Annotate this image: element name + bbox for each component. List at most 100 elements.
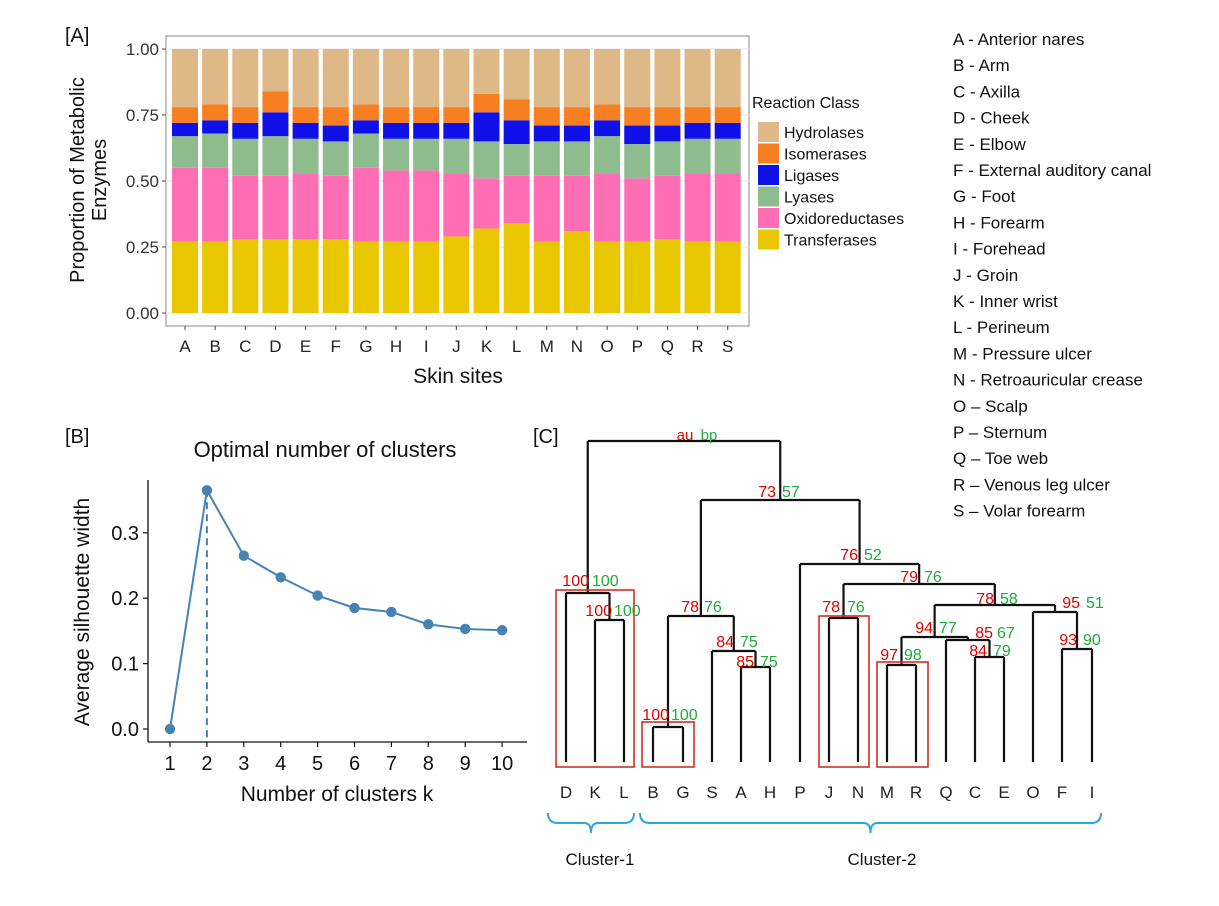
- data-point: [312, 590, 323, 601]
- bar-segment-lyases: [624, 144, 651, 179]
- site-key-entry: P – Sternum: [953, 423, 1047, 442]
- bp-value: 98: [904, 647, 922, 664]
- x-tick-label: 1: [164, 753, 175, 775]
- bar-segment-isomerases: [292, 107, 319, 123]
- bar-segment-isomerases: [352, 104, 379, 121]
- leaf-label: F: [1057, 783, 1067, 802]
- leaf-label: E: [998, 783, 1009, 802]
- cluster-2-label: Cluster-2: [848, 850, 917, 869]
- y-axis-title-line-2: Enzymes: [89, 139, 111, 221]
- legend-label: Transferases: [784, 233, 877, 250]
- x-tick-label: 8: [423, 753, 434, 775]
- x-tick-label: 7: [386, 753, 397, 775]
- cluster-box: [641, 721, 695, 768]
- bar-segment-lyases: [684, 138, 711, 174]
- leaf-label: D: [560, 783, 572, 802]
- bar-segment-isomerases: [714, 107, 741, 123]
- bar-segment-isomerases: [654, 107, 681, 126]
- leaf-label: R: [910, 783, 922, 802]
- leaf-label: H: [764, 783, 776, 802]
- x-tick-label: 2: [201, 753, 212, 775]
- bar-segment-oxidoreductases: [624, 178, 651, 242]
- bar-segment-hydrolases: [654, 49, 681, 108]
- bars: [172, 49, 741, 313]
- y-tick-label: 0.25: [126, 238, 159, 257]
- bar-segment-isomerases: [624, 107, 651, 126]
- bar-segment-transferases: [443, 236, 470, 313]
- bar-segment-hydrolases: [473, 49, 500, 94]
- bar-segment-transferases: [383, 241, 410, 313]
- data-point: [275, 572, 286, 583]
- bp-value: 77: [939, 620, 957, 637]
- x-tick-label: 4: [275, 753, 286, 775]
- leaf-label: K: [589, 783, 601, 802]
- x-tick-label: R: [691, 337, 703, 356]
- site-key-entry: K - Inner wrist: [953, 292, 1058, 311]
- site-key-entry: R – Venous leg ulcer: [953, 475, 1110, 494]
- bar-segment-oxidoreductases: [292, 173, 319, 240]
- bar-segment-transferases: [413, 241, 440, 313]
- leaf-label: P: [794, 783, 805, 802]
- bp-value: 51: [1086, 595, 1104, 612]
- y-tick-label: 0.2: [111, 588, 139, 610]
- bar-segment-isomerases: [563, 107, 590, 126]
- legend-title: Reaction Class: [752, 95, 860, 112]
- series: [164, 485, 508, 742]
- bar-segment-ligases: [473, 112, 500, 142]
- bar-segment-transferases: [172, 241, 198, 313]
- bar-segment-transferases: [202, 241, 229, 313]
- bar-segment-transferases: [533, 241, 560, 313]
- site-key-legend: A - Anterior nares B - Arm C - Axilla D - C…: [953, 30, 1151, 521]
- legend-label: Lyases: [784, 190, 834, 207]
- leaf-label: Q: [939, 783, 952, 802]
- y-tick-label: 0.3: [111, 523, 139, 545]
- legend-label: Hydrolases: [784, 125, 864, 142]
- bar-segment-hydrolases: [624, 49, 651, 108]
- data-point: [238, 550, 249, 561]
- bar-segment-transferases: [262, 239, 289, 313]
- bar-segment-hydrolases: [172, 49, 198, 108]
- au-value: 93: [1059, 632, 1077, 649]
- y-axis-title: Average silhouette width: [71, 498, 94, 726]
- au-value: 85: [736, 654, 754, 671]
- leaf-label: C: [969, 783, 981, 802]
- x-tick-label: S: [722, 337, 733, 356]
- line-chart: Optimal number of clusters 0.00.10.20.3 …: [71, 437, 527, 806]
- site-key-entry: D - Cheek: [953, 109, 1030, 128]
- leaf-label: S: [706, 783, 717, 802]
- bar-segment-lyases: [202, 133, 229, 168]
- bar-segment-oxidoreductases: [563, 175, 590, 232]
- bar-segment-lyases: [503, 144, 530, 176]
- legend-swatch: [758, 208, 779, 228]
- bar-segment-ligases: [352, 120, 379, 134]
- x-axis: 1 2 3 4 5 6 7 8 9 10: [164, 742, 513, 775]
- cluster-braces: [547, 812, 1102, 834]
- y-axis: 0.00 0.25 0.50 0.75 1.00: [126, 40, 166, 323]
- y-tick-label: 0.1: [111, 654, 139, 676]
- x-tick-label: Q: [661, 337, 674, 356]
- bar-segment-ligases: [503, 120, 530, 145]
- bp-value: 75: [760, 654, 778, 671]
- x-axis-title: Number of clusters k: [241, 783, 434, 806]
- bp-value: 57: [782, 484, 800, 501]
- au-value: 100: [562, 573, 589, 590]
- bp-value: 67: [997, 625, 1015, 642]
- bp-value: 76: [704, 599, 722, 616]
- bar-segment-isomerases: [262, 91, 289, 113]
- legend-swatch: [758, 186, 779, 207]
- bar-segment-oxidoreductases: [594, 173, 621, 242]
- bar-segment-transferases: [594, 241, 621, 313]
- series-line: [169, 487, 503, 730]
- bp-value: 75: [740, 634, 758, 651]
- site-key-entry: N - Retroauricular crease: [953, 371, 1143, 390]
- x-tick-label: F: [331, 337, 341, 356]
- bar-segment-ligases: [172, 122, 198, 137]
- bar-segment-hydrolases: [714, 49, 741, 108]
- x-tick-label: 9: [460, 753, 471, 775]
- data-point: [201, 485, 213, 496]
- bar-segment-isomerases: [533, 107, 560, 126]
- bp-value: 76: [924, 569, 942, 586]
